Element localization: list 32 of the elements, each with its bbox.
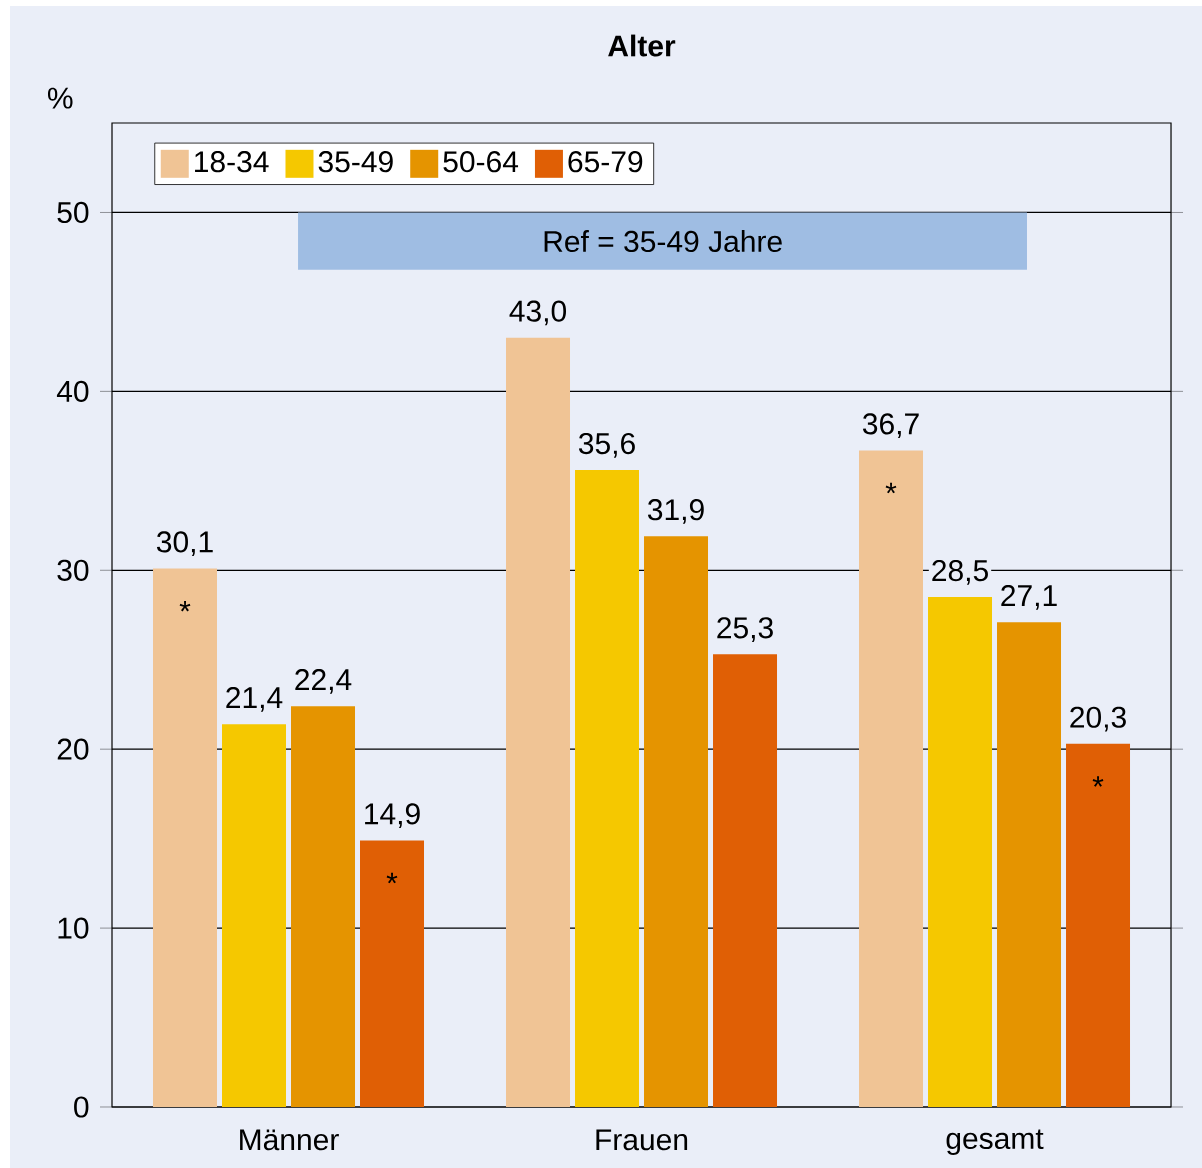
x-tick-label: gesamt [946,1129,1044,1156]
annotation: * [1092,776,1104,787]
annotation: * [885,482,897,494]
y-tick-label: 50 [57,201,89,224]
y-axis-title: % [48,87,73,109]
data-label: 22,4 [295,669,352,694]
data-label: 35,6 [578,432,635,458]
legend-label: 65-79 [568,151,643,173]
data-label: 36,7 [862,413,919,438]
data-label: 28,5 [932,559,988,585]
data-label: 21,4 [226,686,283,712]
y-tick-label: 0 [74,1096,89,1118]
y-tick-label: 30 [57,559,89,581]
chart-title: Alter [608,34,676,57]
data-label: 20,3 [1070,706,1126,732]
y-tick-label: 20 [57,738,89,760]
legend-label: 18-34 [195,151,269,173]
data-label: 30,1 [156,531,213,557]
x-tick-label: Frauen [596,1129,688,1151]
band-label: Ref = 35-49 Jahre [544,230,782,253]
data-label: 27,1 [1001,584,1057,610]
data-label: 14,9 [365,803,420,829]
data-label: 31,9 [647,499,704,524]
y-tick-label: 10 [58,917,89,939]
legend-label: 35-49 [318,151,393,173]
y-tick-label: 40 [56,380,89,402]
data-label: 43,0 [509,300,567,326]
x-tick-label: Männer [240,1129,339,1151]
data-label: 25,3 [717,617,773,642]
annotation: * [179,600,191,612]
annotation: * [386,872,398,884]
legend-label: 50-64 [443,151,519,173]
